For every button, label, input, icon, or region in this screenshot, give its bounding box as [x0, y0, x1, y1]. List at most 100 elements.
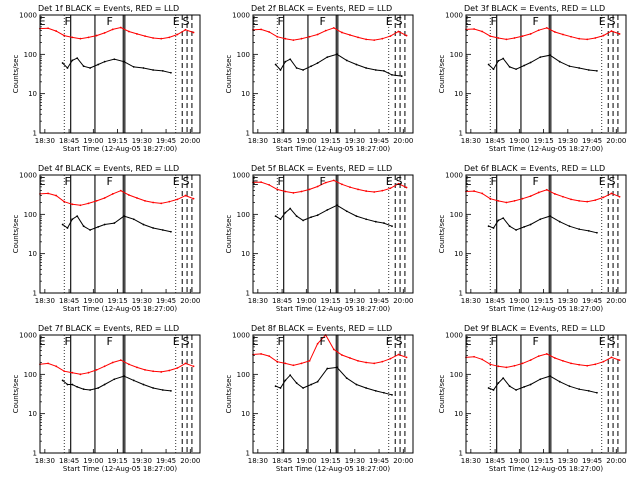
- data-point-events: [523, 385, 526, 388]
- data-point-lld: [144, 199, 146, 202]
- x-tick-label: 20:00: [393, 457, 413, 465]
- data-point-lld: [489, 197, 492, 200]
- data-point-lld: [192, 31, 195, 34]
- data-point-events: [508, 65, 511, 68]
- y-tick-label: 100: [450, 371, 463, 379]
- data-point-events: [89, 229, 92, 231]
- data-point-lld: [594, 363, 597, 366]
- data-point-lld: [71, 371, 74, 374]
- data-point-lld: [405, 356, 408, 359]
- flag-label: E: [39, 335, 46, 348]
- series-line-lld: [252, 334, 407, 366]
- data-point-lld: [192, 365, 195, 368]
- y-axis-label: Counts/sec: [12, 375, 20, 414]
- data-point-lld: [87, 371, 90, 374]
- flag-label: E: [599, 15, 606, 28]
- data-point-events: [284, 211, 287, 214]
- data-point-lld: [481, 358, 484, 361]
- data-point-events: [578, 228, 581, 231]
- y-axis-label: Counts/sec: [225, 215, 233, 254]
- x-tick-label: 20:00: [393, 297, 413, 305]
- data-point-events: [596, 231, 598, 234]
- data-point-events: [558, 380, 561, 383]
- x-tick-label: 19:00: [509, 297, 529, 305]
- data-point-events: [161, 389, 164, 391]
- data-point-lld: [397, 353, 400, 356]
- data-point-lld: [357, 359, 359, 362]
- data-point-events: [400, 75, 403, 77]
- data-point-lld: [192, 197, 195, 200]
- flag-label: F: [532, 15, 538, 28]
- data-point-lld: [332, 179, 335, 182]
- data-point-events: [587, 389, 590, 392]
- data-point-lld: [176, 367, 179, 369]
- data-point-events: [355, 215, 358, 218]
- x-axis-label: Start Time (12-Aug-05 18:27:00): [489, 305, 603, 313]
- data-point-lld: [481, 30, 484, 33]
- data-point-events: [596, 69, 598, 72]
- data-point-lld: [537, 29, 540, 32]
- y-axis-label: Counts/sec: [438, 375, 446, 414]
- y-tick-label: 1000: [445, 172, 463, 180]
- data-point-lld: [332, 26, 335, 29]
- data-point-lld: [389, 187, 392, 190]
- data-point-lld: [340, 354, 343, 356]
- data-point-events: [152, 387, 155, 389]
- flag-label: F: [64, 175, 70, 188]
- x-tick-label: 18:45: [272, 137, 292, 145]
- data-point-lld: [144, 35, 146, 38]
- flag-label: F: [106, 175, 112, 188]
- data-point-lld: [618, 195, 621, 198]
- y-axis-label: Counts/sec: [12, 55, 20, 94]
- x-tick-label: 19:30: [132, 137, 152, 145]
- data-point-events: [289, 58, 292, 61]
- data-point-lld: [316, 342, 319, 345]
- data-point-events: [549, 375, 551, 378]
- y-tick-label: 1: [33, 130, 37, 138]
- data-point-events: [89, 389, 92, 391]
- y-tick-label: 10: [28, 410, 37, 418]
- data-point-events: [326, 56, 329, 59]
- flag-label: F: [319, 15, 325, 28]
- y-tick-label: 10: [241, 250, 250, 258]
- data-point-events: [289, 207, 292, 210]
- series-line-events: [62, 215, 172, 233]
- data-point-events: [568, 385, 571, 388]
- data-point-events: [365, 218, 368, 221]
- data-point-lld: [160, 202, 163, 205]
- series-line-lld: [465, 27, 620, 40]
- data-point-events: [558, 220, 561, 223]
- data-point-events: [113, 222, 116, 224]
- data-point-events: [558, 60, 561, 63]
- data-point-lld: [47, 27, 49, 30]
- panel-title: Det 5f BLACK = Events, RED = LLD: [251, 164, 392, 173]
- data-point-lld: [497, 199, 500, 202]
- y-tick-label: 1000: [232, 172, 250, 180]
- flag-label: E: [173, 335, 180, 348]
- data-point-events: [152, 69, 155, 71]
- flag-label: S: [395, 335, 402, 348]
- data-point-events: [97, 387, 100, 389]
- y-tick-label: 10: [454, 250, 463, 258]
- data-point-lld: [268, 184, 271, 186]
- data-point-lld: [316, 185, 319, 188]
- y-tick-label: 100: [24, 51, 37, 59]
- data-point-lld: [497, 365, 500, 368]
- series-line-events: [62, 57, 172, 74]
- y-tick-label: 1000: [19, 172, 37, 180]
- data-point-lld: [152, 201, 155, 204]
- x-tick-label: 19:00: [296, 137, 316, 145]
- data-point-events: [142, 383, 145, 386]
- data-point-lld: [473, 355, 475, 358]
- x-tick-label: 19:15: [320, 297, 340, 305]
- x-tick-label: 18:30: [461, 297, 481, 305]
- x-axis-label: Start Time (12-Aug-05 18:27:00): [63, 305, 177, 313]
- data-point-events: [316, 214, 319, 217]
- data-point-lld: [562, 33, 564, 36]
- x-tick-label: 19:45: [156, 137, 176, 145]
- data-point-events: [302, 69, 305, 71]
- data-point-lld: [497, 37, 500, 39]
